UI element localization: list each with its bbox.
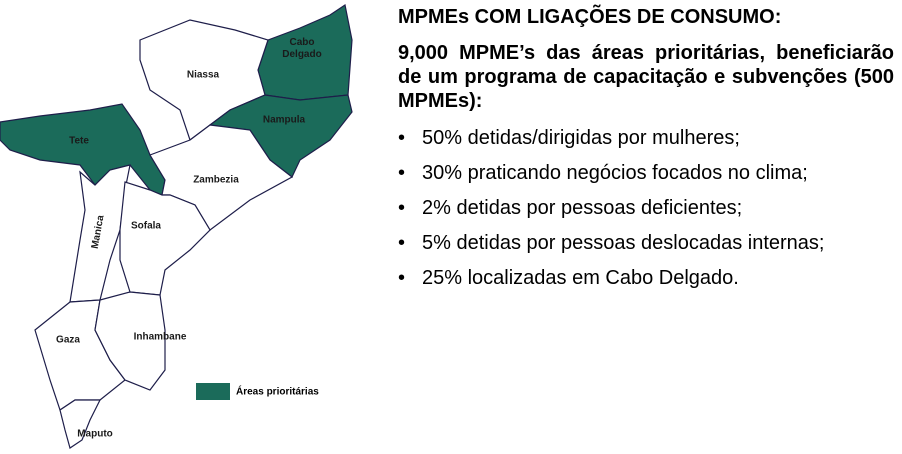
province-label: Tete	[69, 136, 89, 147]
province	[94, 291, 166, 391]
province	[119, 181, 211, 296]
province-label: Sofala	[131, 221, 161, 232]
heading: MPMEs COM LIGAÇÕES DE CONSUMO:	[398, 6, 782, 28]
bullet: 30% praticando negócios focados no clima…	[398, 156, 894, 191]
legend-label: Áreas prioritárias	[236, 385, 319, 398]
bullet: 25% localizadas em Cabo Delgado.	[398, 261, 894, 296]
province-label: Maputo	[77, 429, 113, 440]
bullet-list: 50% detidas/dirigidas por mulheres;30% p…	[398, 121, 894, 296]
province-label: Nampula	[263, 115, 306, 126]
province-label: Cabo Delgado	[282, 37, 321, 60]
province-label: Gaza	[56, 335, 80, 346]
bullet: 50% detidas/dirigidas por mulheres;	[398, 121, 894, 156]
legend-swatch	[196, 383, 230, 400]
province	[69, 164, 131, 303]
map: Cabo Delgado Niassa Nampula Tete Zambezia…	[0, 4, 353, 449]
province-label: Zambezia	[193, 175, 239, 186]
province-label: Niassa	[187, 70, 220, 81]
text-panel: MPMEs COM LIGAÇÕES DE CONSUMO: 9,000 MPM…	[398, 6, 894, 296]
bullet: 2% detidas por pessoas deficientes;	[398, 191, 894, 226]
province	[59, 399, 101, 449]
bullet: 5% detidas por pessoas deslocadas intern…	[398, 226, 894, 261]
intro: 9,000 MPME’s das áreas prioritárias, ben…	[398, 42, 894, 112]
province-label: Inhambane	[134, 332, 187, 343]
